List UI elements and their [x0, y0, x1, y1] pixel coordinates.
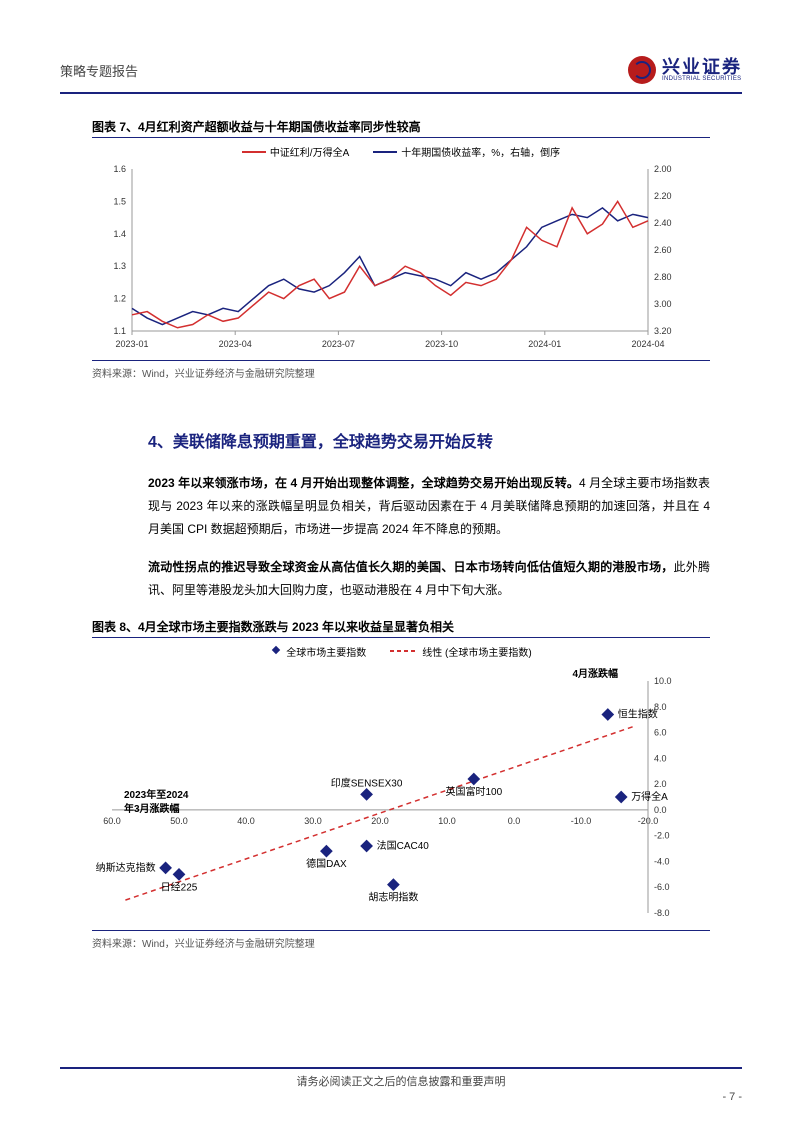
svg-text:10.0: 10.0 [654, 676, 672, 686]
page-footer: 请务必阅读正文之后的信息披露和重要声明 - 7 - [60, 1051, 742, 1103]
chart7-legend-0: 中证红利/万得全A [270, 144, 349, 159]
chart7-legend-1: 十年期国债收益率，%，右轴，倒序 [401, 144, 560, 159]
chart7-svg: 1.1 1.2 1.3 1.4 1.5 1.6 2.00 2.20 2.40 2.60 2.80 3.… [92, 163, 692, 353]
svg-text:10.0: 10.0 [438, 816, 456, 826]
chart7-title: 图表 7、4月红利资产超额收益与十年期国债收益率同步性较高 [60, 118, 742, 135]
svg-text:-8.0: -8.0 [654, 908, 670, 918]
svg-text:2.60: 2.60 [654, 245, 672, 255]
logo-icon [628, 56, 656, 84]
svg-text:恒生指数: 恒生指数 [618, 707, 658, 720]
svg-text:3.20: 3.20 [654, 326, 672, 336]
svg-text:1.5: 1.5 [113, 196, 126, 206]
chart7-container: 中证红利/万得全A 十年期国债收益率，%，右轴，倒序 1.11.21.31.41… [92, 144, 710, 358]
svg-text:-10.0: -10.0 [571, 816, 592, 826]
svg-text:2023-07: 2023-07 [322, 339, 355, 349]
svg-text:印度SENSEX30: 印度SENSEX30 [331, 776, 403, 789]
svg-text:2.40: 2.40 [654, 218, 672, 228]
svg-text:2.20: 2.20 [654, 191, 672, 201]
footer-rule [60, 1067, 742, 1069]
section-4-title: 4、美联储降息预期重置，全球趋势交易开始反转 [148, 428, 742, 452]
svg-text:2023-04: 2023-04 [219, 339, 252, 349]
svg-text:3.00: 3.00 [654, 299, 672, 309]
svg-text:1.4: 1.4 [113, 229, 126, 239]
legend-marker-diamond [270, 644, 282, 659]
svg-text:2.80: 2.80 [654, 272, 672, 282]
svg-text:2.00: 2.00 [654, 164, 672, 174]
svg-text:6.0: 6.0 [654, 728, 667, 738]
chart8-legend-1: 线性 (全球市场主要指数) [422, 644, 531, 659]
svg-text:2024-01: 2024-01 [528, 339, 561, 349]
svg-text:20.0: 20.0 [371, 816, 389, 826]
svg-text:60.0: 60.0 [103, 816, 121, 826]
logo-cn: 兴业证券 [662, 58, 742, 76]
svg-text:0.0: 0.0 [654, 805, 667, 815]
company-logo: 兴业证券 INDUSTRIAL SECURITIES [628, 56, 742, 84]
svg-text:-4.0: -4.0 [654, 856, 670, 866]
chart8-title: 图表 8、4月全球市场主要指数涨跌与 2023 年以来收益呈显著负相关 [60, 618, 742, 635]
svg-text:2023-10: 2023-10 [425, 339, 458, 349]
svg-text:30.0: 30.0 [304, 816, 322, 826]
legend-line-red [242, 151, 266, 153]
svg-text:40.0: 40.0 [237, 816, 255, 826]
svg-text:2.0: 2.0 [654, 779, 667, 789]
svg-text:年3月涨跌幅: 年3月涨跌幅 [124, 802, 180, 815]
svg-text:1.3: 1.3 [113, 261, 126, 271]
svg-text:胡志明指数: 胡志明指数 [368, 891, 418, 904]
report-type-label: 策略专题报告 [60, 61, 138, 80]
logo-en: INDUSTRIAL SECURITIES [662, 76, 742, 82]
page-header: 策略专题报告 兴业证券 INDUSTRIAL SECURITIES [60, 56, 742, 84]
chart7-title-rule [92, 137, 710, 138]
legend-line-blue [373, 151, 397, 153]
svg-text:1.1: 1.1 [113, 326, 126, 336]
svg-text:纳斯达克指数: 纳斯达克指数 [96, 861, 156, 874]
svg-text:1.2: 1.2 [113, 294, 126, 304]
svg-text:德国DAX: 德国DAX [306, 857, 347, 870]
header-rule [60, 92, 742, 94]
svg-text:法国CAC40: 法国CAC40 [377, 839, 430, 852]
section-4-para2: 流动性拐点的推迟导致全球资金从高估值长久期的美国、日本市场转向低估值短久期的港股… [148, 556, 710, 602]
svg-text:2024-04: 2024-04 [631, 339, 664, 349]
chart8-legend: 全球市场主要指数 线性 (全球市场主要指数) [92, 644, 710, 659]
chart7-legend: 中证红利/万得全A 十年期国债收益率，%，右轴，倒序 [92, 144, 710, 159]
chart7-source: 资料来源：Wind，兴业证券经济与金融研究院整理 [60, 365, 742, 380]
para1-bold: 2023 年以来领涨市场，在 4 月开始出现整体调整，全球趋势交易开始出现反转。 [148, 476, 579, 490]
footer-disclaimer: 请务必阅读正文之后的信息披露和重要声明 [60, 1073, 742, 1089]
svg-text:-6.0: -6.0 [654, 882, 670, 892]
svg-text:万得全A: 万得全A [631, 790, 668, 803]
svg-text:4月涨跌幅: 4月涨跌幅 [572, 667, 618, 680]
chart8-svg: 60.050.040.030.020.010.00.0-10.0-20.010.… [92, 663, 692, 923]
chart8-source: 资料来源：Wind，兴业证券经济与金融研究院整理 [60, 935, 742, 950]
svg-text:英国富时100: 英国富时100 [445, 785, 502, 798]
chart8-legend-0: 全球市场主要指数 [286, 644, 366, 659]
para2-bold: 流动性拐点的推迟导致全球资金从高估值长久期的美国、日本市场转向低估值短久期的港股… [148, 560, 674, 574]
chart8-container: 全球市场主要指数 线性 (全球市场主要指数) 60.0 50.0 40.0 30.0 2… [92, 644, 710, 928]
svg-text:50.0: 50.0 [170, 816, 188, 826]
svg-text:1.6: 1.6 [113, 164, 126, 174]
svg-text:2023-01: 2023-01 [115, 339, 148, 349]
chart8-title-rule [92, 637, 710, 638]
svg-text:-2.0: -2.0 [654, 831, 670, 841]
chart8-source-rule [92, 930, 710, 931]
svg-text:4.0: 4.0 [654, 753, 667, 763]
legend-dash-red [390, 646, 418, 657]
svg-text:0.0: 0.0 [508, 816, 521, 826]
footer-page-number: - 7 - [60, 1091, 742, 1103]
svg-text:2023年至2024: 2023年至2024 [124, 788, 189, 801]
chart7-source-rule [92, 360, 710, 361]
section-4-para1: 2023 年以来领涨市场，在 4 月开始出现整体调整，全球趋势交易开始出现反转。… [148, 472, 710, 540]
svg-text:日经225: 日经225 [161, 880, 198, 893]
